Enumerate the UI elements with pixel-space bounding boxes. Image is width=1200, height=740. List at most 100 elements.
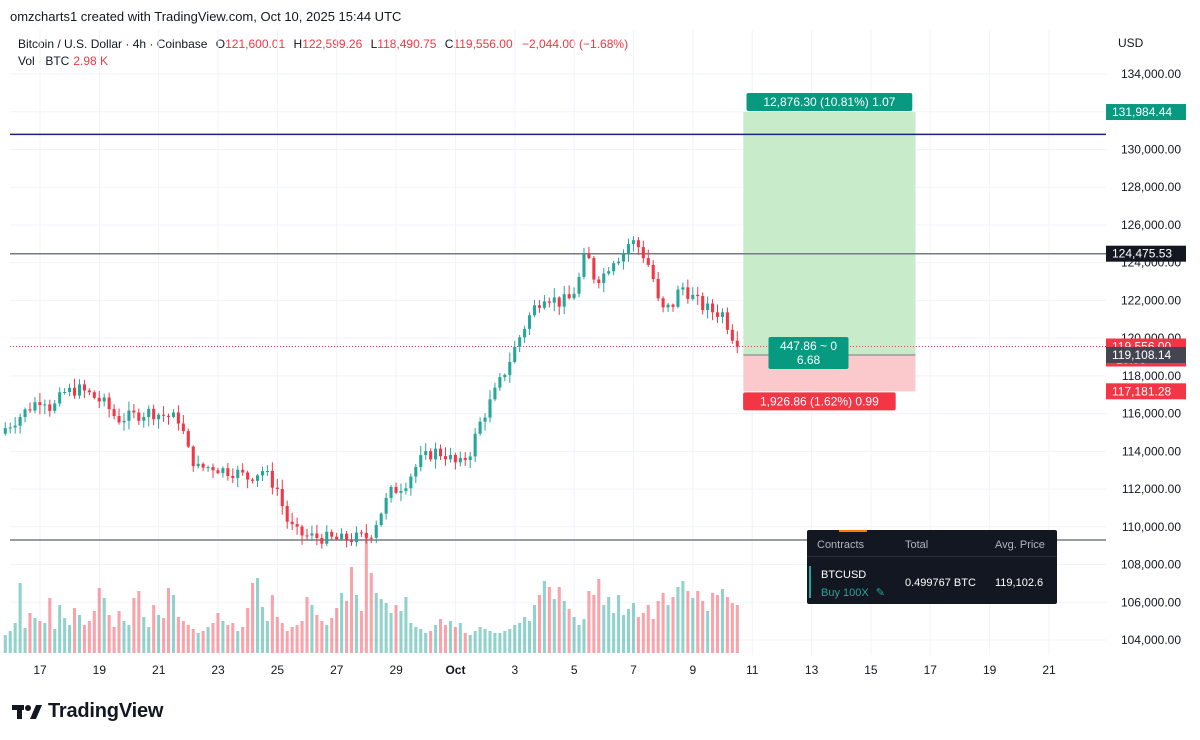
tag-mid-line-bg (1106, 245, 1186, 262)
tag-target-bg (1106, 104, 1186, 121)
volume-bar (251, 583, 255, 653)
candle-body (552, 297, 556, 303)
volume-bar (389, 613, 393, 653)
y-tick-label: 118,000.00 (1122, 369, 1181, 383)
volume-bar (8, 631, 12, 653)
high-value: 122,599.26 (302, 37, 363, 51)
volume-bar (567, 609, 571, 653)
candle-body (503, 374, 507, 378)
candle-body (3, 428, 7, 434)
candle-body (389, 486, 393, 499)
tradingview-wordmark: TradingView (48, 700, 164, 722)
volume-bar (33, 618, 37, 653)
volume-bar (532, 605, 537, 653)
candle-body (681, 287, 685, 290)
candle-body (572, 293, 576, 299)
volume-bar (265, 621, 269, 653)
volume-bar (696, 591, 700, 653)
price-chart[interactable]: 12,876.30 (10.81%) 1.07 447.86 ~ 06.68 1,9… (0, 0, 1200, 690)
volume-bars (3, 533, 739, 653)
currency-label[interactable]: USD (1118, 36, 1144, 50)
volume-bar (735, 605, 739, 653)
tag-target: 131,984.44 (1106, 104, 1186, 121)
candle-body (152, 408, 156, 420)
candle-body (270, 471, 274, 488)
volume-bar (542, 581, 546, 653)
candle-body (646, 258, 650, 265)
chart-caption: omzcharts1 created with TradingView.com,… (10, 9, 402, 24)
volume-bar (439, 619, 443, 653)
tag-target-text: 131,984.44 (1112, 105, 1172, 119)
x-tick-label: 27 (330, 663, 344, 677)
candle-body (87, 390, 91, 393)
candle-body (181, 423, 185, 432)
volume-label[interactable]: Vol · BTC (18, 54, 70, 68)
edit-icon[interactable]: ✎ (875, 587, 885, 599)
candle-body (231, 475, 235, 479)
volume-bar (715, 595, 720, 653)
candle-body (488, 399, 492, 418)
panel-header-avg-price: Avg. Price (995, 539, 1045, 551)
position-labels: 12,876.30 (10.81%) 1.07 447.86 ~ 06.68 1,9… (743, 93, 913, 411)
candle-body (468, 456, 472, 460)
volume-bar (171, 595, 175, 653)
x-tick-label: 17 (33, 663, 47, 677)
panel-symbol[interactable]: BTCUSD (821, 569, 867, 581)
y-tick-label: 116,000.00 (1122, 407, 1181, 421)
volume-bar (290, 627, 294, 653)
candle-body (374, 525, 378, 538)
tradingview-logo-icon (12, 704, 42, 719)
y-tick-label: 122,000.00 (1121, 293, 1181, 307)
x-tick-label: 7 (630, 663, 637, 677)
volume-bar (706, 611, 710, 653)
candle-body (577, 276, 581, 294)
y-tick-label: 110,000.00 (1122, 520, 1181, 534)
candle-body (112, 409, 116, 417)
tag-stop-text: 117,181.28 (1112, 384, 1171, 398)
candle-body (236, 469, 240, 479)
candle-body (335, 536, 339, 540)
candle-body (33, 402, 37, 411)
candle-body (409, 476, 413, 489)
volume-bar (641, 613, 645, 653)
volume-bar (127, 625, 131, 653)
target-label: 12,876.30 (10.81%) 1.07 (746, 93, 913, 112)
candle-body (439, 448, 443, 457)
symbol-name[interactable]: Bitcoin / U.S. Dollar · 4h · Coinbase (18, 37, 208, 51)
volume-bar (196, 633, 200, 653)
candle-body (191, 446, 195, 467)
risk-reward-label-text: 447.86 ~ 0 (780, 339, 837, 353)
volume-bar (206, 627, 210, 653)
low-label: L (370, 37, 378, 51)
volume-bar (87, 621, 91, 653)
candle-body (676, 289, 680, 307)
volume-bar (434, 625, 438, 653)
candle-body (696, 294, 700, 297)
volume-bar (453, 627, 457, 653)
volume-bar (13, 623, 17, 653)
y-tick-label: 126,000.00 (1121, 218, 1181, 232)
candle-body (364, 532, 368, 538)
candle-body (691, 294, 695, 299)
candle-body (656, 279, 660, 299)
candle-body (419, 455, 423, 468)
volume-bar (597, 579, 601, 653)
candle-body (48, 404, 52, 411)
panel-side[interactable]: Buy 100X ✎ (821, 586, 885, 599)
candle-body (280, 488, 284, 507)
candle-body (493, 387, 497, 400)
panel-side-label: Buy 100X (821, 587, 869, 599)
low-value: 118,490.75 (377, 37, 437, 51)
volume-bar (97, 588, 101, 653)
volume-bar (152, 605, 156, 653)
change-value: −2,044.00 (−1.68%) (521, 37, 629, 51)
volume-bar (231, 623, 235, 653)
candle-body (132, 410, 136, 413)
candle-body (330, 531, 334, 537)
candle-body (345, 533, 349, 541)
candle-body (528, 315, 532, 329)
volume-bar (686, 591, 690, 653)
candle-body (176, 412, 180, 424)
candle-body (305, 535, 309, 537)
candle-body (587, 254, 591, 259)
